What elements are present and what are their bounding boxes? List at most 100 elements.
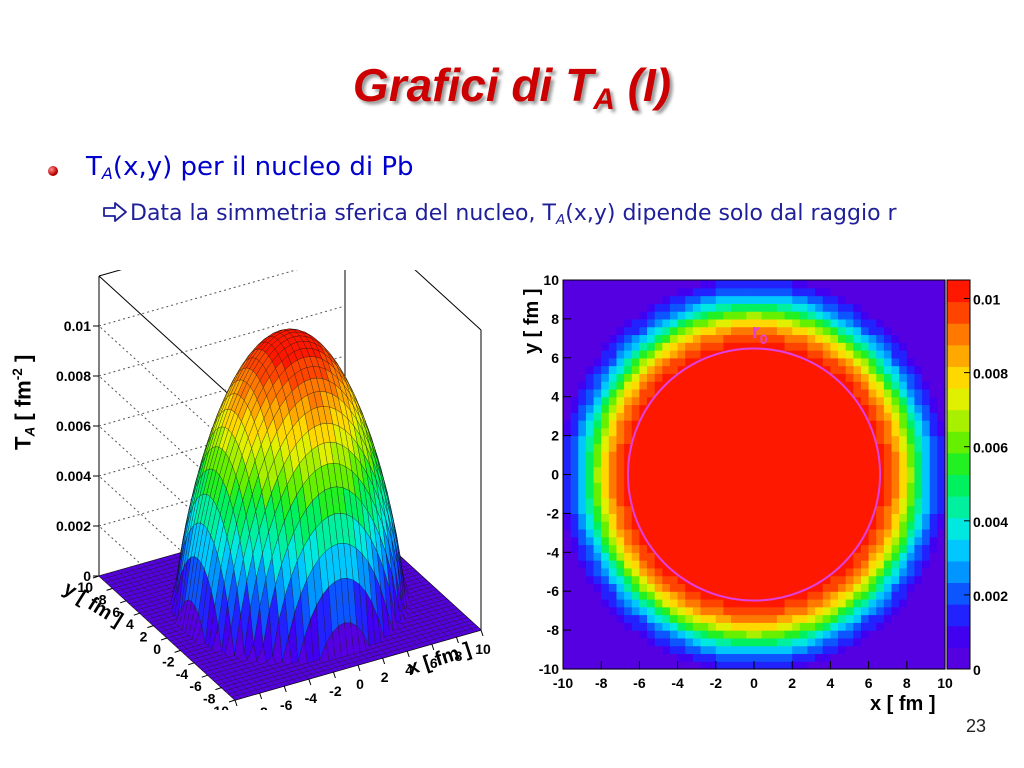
- heatmap-cell: [738, 412, 747, 421]
- heatmap-cell: [578, 280, 587, 289]
- heatmap-cell: [891, 373, 900, 382]
- heatmap-cell: [601, 591, 610, 600]
- surface-y-tick-label: -10: [209, 703, 229, 710]
- heatmap-cell: [631, 614, 640, 623]
- heatmap-cell: [845, 521, 854, 530]
- heatmap-cell: [776, 661, 786, 670]
- heatmap-cell: [754, 497, 763, 507]
- heatmap-cell: [601, 373, 610, 382]
- heatmap-cell: [860, 295, 870, 304]
- heatmap-cell: [715, 334, 725, 343]
- heatmap-cell: [776, 357, 786, 367]
- heatmap-cell: [792, 606, 801, 616]
- heatmap-y-tick-label: -8: [547, 622, 560, 638]
- heatmap-cell: [776, 575, 786, 585]
- heatmap-cell: [578, 528, 587, 538]
- heatmap-cell: [784, 583, 793, 592]
- heatmap-cell: [906, 280, 916, 289]
- heatmap-cell: [662, 404, 671, 413]
- heatmap-cell: [876, 528, 885, 538]
- heatmap-cell: [647, 443, 656, 452]
- heatmap-cell: [647, 295, 656, 304]
- heatmap-cell: [830, 458, 839, 468]
- heatmap-cell: [624, 614, 633, 623]
- heatmap-cell: [754, 334, 763, 343]
- heatmap-cell: [853, 318, 862, 328]
- heatmap-cell: [563, 326, 572, 336]
- heatmap-cell: [853, 443, 862, 452]
- heatmap-cell: [922, 513, 931, 522]
- heatmap-cell: [723, 567, 732, 577]
- heatmap-cell: [692, 567, 702, 577]
- heatmap-cell: [616, 591, 625, 600]
- heatmap-cell: [830, 575, 839, 585]
- heatmap-cell: [822, 637, 831, 647]
- heatmap-cell: [845, 396, 854, 406]
- heatmap-cell: [738, 451, 747, 460]
- heatmap-cell: [738, 583, 747, 592]
- heatmap-cell: [585, 412, 595, 421]
- heatmap-cell: [815, 614, 824, 623]
- heatmap-cell: [822, 334, 831, 343]
- heatmap-cell: [578, 303, 587, 312]
- heatmap-cell: [807, 560, 816, 569]
- heatmap-cell: [776, 528, 786, 538]
- heatmap-cell: [746, 560, 755, 569]
- heatmap-cell: [776, 513, 786, 522]
- heatmap-cell: [624, 591, 633, 600]
- heatmap-cell: [700, 622, 709, 631]
- heatmap-cell: [692, 544, 702, 553]
- heatmap-cell: [769, 388, 778, 398]
- heatmap-cell: [784, 334, 793, 343]
- heatmap-cell: [723, 653, 732, 662]
- heatmap-cell: [937, 630, 946, 639]
- heatmap-cell: [662, 295, 671, 304]
- heatmap-cell: [585, 420, 595, 429]
- heatmap-cell: [754, 287, 763, 297]
- heatmap-cell: [639, 513, 648, 522]
- heatmap-cell: [746, 381, 755, 390]
- heatmap-cell: [937, 490, 946, 499]
- heatmap-cell: [624, 280, 633, 289]
- heatmap-cell: [792, 645, 801, 655]
- heatmap-cell: [922, 350, 931, 359]
- heatmap-cell: [891, 280, 900, 289]
- heatmap-cell: [792, 396, 801, 406]
- heatmap-cell: [830, 357, 839, 367]
- heatmap-cell: [845, 513, 854, 522]
- heatmap-cell: [754, 427, 763, 437]
- heatmap-cell: [906, 427, 916, 437]
- heatmap-cell: [738, 466, 747, 476]
- heatmap-cell: [738, 365, 747, 374]
- heatmap-cell: [929, 497, 938, 507]
- heatmap-cell: [685, 622, 694, 631]
- heatmap-cell: [639, 536, 648, 546]
- heatmap-cell: [593, 350, 602, 359]
- heatmap-cell: [563, 412, 572, 421]
- heatmap-cell: [601, 350, 610, 359]
- surface-x-tick-label: 2: [381, 669, 389, 685]
- heatmap-cell: [807, 598, 816, 608]
- heatmap-cell: [807, 591, 816, 600]
- heatmap-cell: [799, 521, 809, 530]
- heatmap-cell: [738, 490, 747, 499]
- heatmap-cell: [570, 412, 579, 421]
- heatmap-cell: [715, 303, 725, 312]
- heatmap-cell: [761, 458, 770, 468]
- heatmap-cell: [654, 661, 663, 670]
- heatmap-cell: [601, 575, 610, 585]
- heatmap-cell: [585, 311, 595, 320]
- heatmap-cell: [700, 474, 709, 483]
- heatmap-cell: [883, 560, 893, 569]
- heatmap-cell: [677, 505, 686, 514]
- heatmap-cell: [914, 661, 923, 670]
- heatmap-cell: [754, 575, 763, 585]
- heatmap-cell: [815, 505, 824, 514]
- heatmap-cell: [746, 303, 755, 312]
- surface-y-tick-label: -4: [176, 666, 189, 682]
- heatmap-cell: [731, 466, 740, 476]
- colorbar-segment: [947, 474, 970, 497]
- heatmap-cell: [708, 513, 717, 522]
- heatmap-x-tick-label: -10: [553, 675, 573, 691]
- heatmap-cell: [715, 536, 725, 546]
